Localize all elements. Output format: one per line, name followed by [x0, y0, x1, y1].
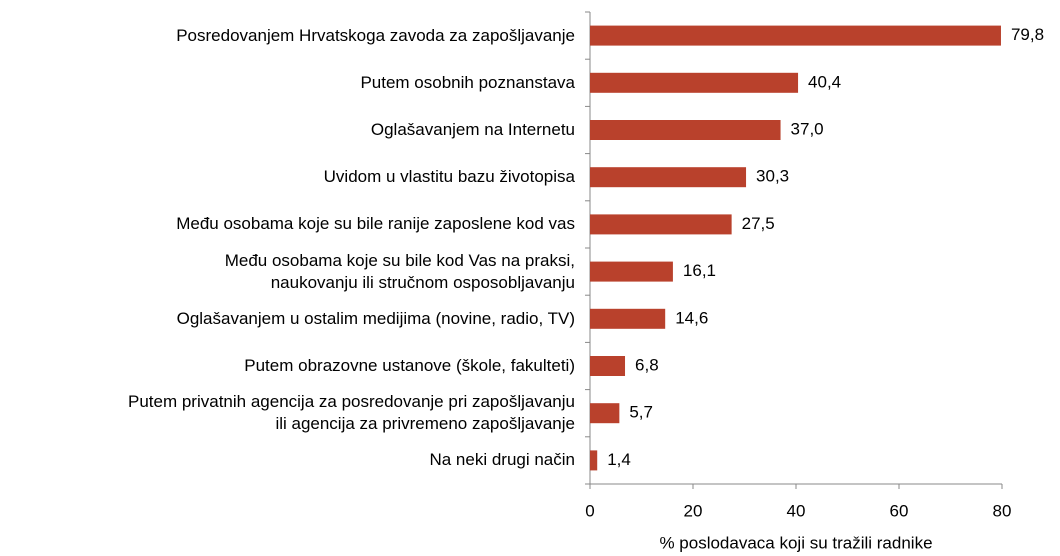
- bar: [590, 25, 1001, 46]
- bar: [590, 308, 666, 329]
- bar: [590, 403, 620, 424]
- x-tick-label: 0: [585, 501, 594, 520]
- bar: [590, 450, 598, 471]
- value-label: 30,3: [756, 167, 789, 186]
- bar: [590, 167, 747, 188]
- value-label: 40,4: [808, 72, 841, 91]
- value-label: 16,1: [683, 261, 716, 280]
- category-label: Među osobama koje su bile ranije zaposle…: [176, 214, 575, 234]
- x-tick-label: 80: [993, 501, 1012, 520]
- value-label: 37,0: [791, 119, 824, 138]
- category-label: Među osobama koje su bile kod Vas na pra…: [224, 250, 575, 292]
- category-label: Na neki drugi način: [429, 450, 575, 470]
- category-label: Putem privatnih agencija za posredovanje…: [128, 392, 575, 434]
- x-tick-label: 60: [890, 501, 909, 520]
- value-label: 14,6: [675, 308, 708, 327]
- bar: [590, 72, 799, 93]
- category-label: Uvidom u vlastitu bazu životopisa: [323, 167, 575, 187]
- bar: [590, 261, 673, 282]
- value-label: 27,5: [742, 214, 775, 233]
- category-label: Putem osobnih poznanstava: [360, 72, 575, 92]
- bar: [590, 214, 732, 235]
- bar: [590, 120, 781, 140]
- category-label: Posredovanjem Hrvatskoga zavoda za zapoš…: [176, 25, 575, 45]
- x-tick-label: 20: [684, 501, 703, 520]
- category-label: Putem obrazovne ustanove (škole, fakulte…: [244, 356, 575, 375]
- category-label: Oglašavanjem u ostalim medijima (novine,…: [176, 308, 575, 328]
- x-axis-title: % poslodavaca koji su tražili radnike: [659, 533, 932, 552]
- value-label: 1,4: [607, 450, 631, 469]
- value-label: 79,8: [1011, 25, 1044, 44]
- bar: [590, 356, 626, 376]
- value-label: 6,8: [635, 355, 659, 374]
- category-label: Oglašavanjem na Internetu: [370, 120, 575, 139]
- x-tick-label: 40: [787, 501, 806, 520]
- value-label: 5,7: [629, 403, 653, 422]
